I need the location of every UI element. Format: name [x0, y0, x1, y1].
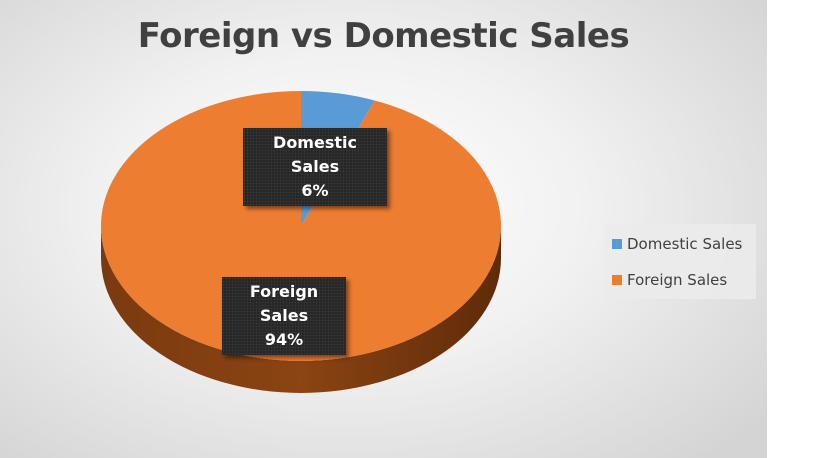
- chart-area: Foreign vs Domestic Sales Domestic Sales…: [0, 0, 767, 458]
- legend-item-foreign: Foreign Sales: [612, 270, 727, 290]
- pie-slice-foreign: [100, 91, 502, 362]
- data-label-foreign: Foreign Sales 94%: [222, 277, 346, 355]
- data-label-domestic: Domestic Sales 6%: [243, 128, 387, 206]
- legend-label-domestic: Domestic Sales: [627, 235, 743, 253]
- legend-item-domestic: Domestic Sales: [612, 234, 742, 254]
- legend-swatch-foreign: [612, 275, 622, 285]
- data-label-domestic-percent: 6%: [301, 181, 329, 200]
- legend: Domestic Sales Foreign Sales: [604, 224, 756, 299]
- legend-swatch-domestic: [612, 239, 622, 249]
- data-label-foreign-name: Foreign Sales: [249, 282, 319, 325]
- data-label-foreign-percent: 94%: [264, 330, 304, 349]
- pie-chart: [100, 91, 502, 393]
- chart-title: Foreign vs Domestic Sales: [137, 16, 630, 56]
- pie-side-wall: [101, 226, 501, 393]
- legend-label-foreign: Foreign Sales: [627, 271, 728, 289]
- data-label-domestic-name: Domestic Sales: [273, 133, 357, 176]
